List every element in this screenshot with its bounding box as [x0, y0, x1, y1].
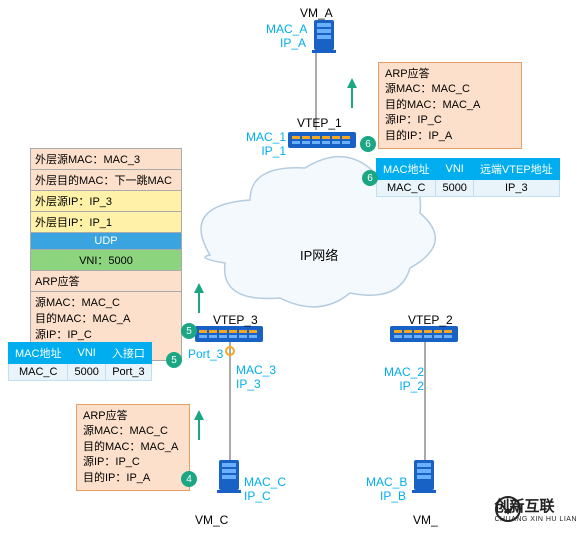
- server-vm-c-icon: [215, 458, 245, 498]
- vtep3-mac: MAC_3: [236, 363, 276, 377]
- vtep2-ip: IP_2: [384, 379, 424, 393]
- step-5a: 5: [166, 352, 182, 368]
- vm-b-ip: IP_B: [366, 489, 406, 503]
- arp-top-l2: 源MAC：MAC_C: [385, 82, 515, 97]
- port-dot-icon: [225, 346, 235, 356]
- step-5b: 5: [181, 323, 197, 339]
- arp-bot-l1: ARP应答: [83, 409, 183, 424]
- arp-box-vtep1: ARP应答 源MAC：MAC_C 目的MAC：MAC_A 源IP：IP_C 目的…: [378, 62, 522, 149]
- enc-r6: VNI：5000: [31, 250, 181, 271]
- tbl-left-c1: MAC_C: [9, 364, 68, 381]
- arrow-up-2: [194, 283, 204, 313]
- server-vm-b-icon: [410, 458, 440, 498]
- cloud-label: IP网络: [300, 248, 338, 263]
- vtep3-ip: IP_3: [236, 377, 276, 391]
- arrow-up-1: [194, 410, 204, 440]
- tbl-right-h1: MAC地址: [377, 159, 436, 180]
- encap-stack: 外层源MAC：MAC_3 外层目的MAC：下一跳MAC 外层源IP：IP_3 外…: [30, 148, 182, 361]
- enc-arp-l1: ARP应答: [31, 271, 181, 292]
- vm-b-mac: MAC_B: [366, 475, 406, 489]
- vtep1-name: VTEP_1: [297, 116, 342, 130]
- step-6b: 6: [362, 170, 378, 186]
- vtep2-name: VTEP_2: [408, 313, 453, 327]
- arp-top-l4: 源IP：IP_C: [385, 113, 515, 128]
- arp-bot-l5: 目的IP：IP_A: [83, 471, 183, 486]
- arp-top-l1: ARP应答: [385, 67, 515, 82]
- vtep3-name: VTEP_3: [213, 313, 258, 327]
- step-4: 4: [181, 471, 197, 487]
- server-vm-a-icon: [310, 18, 340, 58]
- arrow-up-3: [347, 78, 357, 108]
- tbl-right-c1: MAC_C: [377, 180, 436, 197]
- arp-top-l3: 目的MAC：MAC_A: [385, 98, 515, 113]
- vm-a-ip: IP_A: [266, 36, 306, 50]
- enc-arp-l2: 源MAC：MAC_C: [31, 292, 181, 310]
- enc-r2: 外层目的MAC：下一跳MAC: [31, 170, 181, 191]
- tbl-left-h2: VNI: [68, 343, 105, 364]
- vm-a-mac: MAC_A: [266, 22, 306, 36]
- watermark-icon: [494, 495, 522, 523]
- enc-arp-l3: 目的MAC：MAC_A: [31, 310, 181, 326]
- mac-table-vtep1: MAC地址 VNI 远端VTEP地址 MAC_C 5000 IP_3: [376, 158, 560, 197]
- tbl-right-c3: IP_3: [473, 180, 559, 197]
- arp-bot-l3: 目的MAC：MAC_A: [83, 440, 183, 455]
- vtep1-mac: MAC_1: [246, 130, 286, 144]
- vm-c-mac: MAC_C: [244, 475, 286, 489]
- vm-c-name: VM_C: [195, 513, 228, 527]
- step-6a: 6: [360, 136, 376, 152]
- switch-vtep1-icon: [288, 128, 358, 154]
- arp-top-l5: 目的IP：IP_A: [385, 129, 515, 144]
- arp-bot-l4: 源IP：IP_C: [83, 455, 183, 470]
- enc-r4: 外层目IP：IP_1: [31, 212, 181, 233]
- tbl-left-c3: Port_3: [105, 364, 151, 381]
- enc-r5: UDP: [31, 233, 181, 250]
- arp-box-vm-c: ARP应答 源MAC：MAC_C 目的MAC：MAC_A 源IP：IP_C 目的…: [76, 404, 190, 491]
- tbl-right-c2: 5000: [436, 180, 473, 197]
- vm-b-name: VM_: [413, 513, 438, 527]
- tbl-left-h1: MAC地址: [9, 343, 68, 364]
- enc-r3: 外层源IP：IP_3: [31, 191, 181, 212]
- vtep2-mac: MAC_2: [384, 365, 424, 379]
- enc-arp-l4: 源IP：IP_C: [31, 326, 181, 342]
- tbl-left-c2: 5000: [68, 364, 105, 381]
- mac-table-vtep3: MAC地址 VNI 入接口 MAC_C 5000 Port_3: [8, 342, 152, 381]
- enc-r1: 外层源MAC：MAC_3: [31, 149, 181, 170]
- vm-a-name: VM_A: [300, 6, 333, 20]
- vtep1-ip: IP_1: [246, 144, 286, 158]
- tbl-left-h3: 入接口: [105, 343, 151, 364]
- tbl-right-h3: 远端VTEP地址: [473, 159, 559, 180]
- vm-c-ip: IP_C: [244, 489, 286, 503]
- tbl-right-h2: VNI: [436, 159, 473, 180]
- arp-bot-l2: 源MAC：MAC_C: [83, 424, 183, 439]
- vtep3-port: Port_3: [188, 347, 223, 361]
- watermark: 创新互联 CHUANG XIN HU LIAN: [494, 495, 577, 523]
